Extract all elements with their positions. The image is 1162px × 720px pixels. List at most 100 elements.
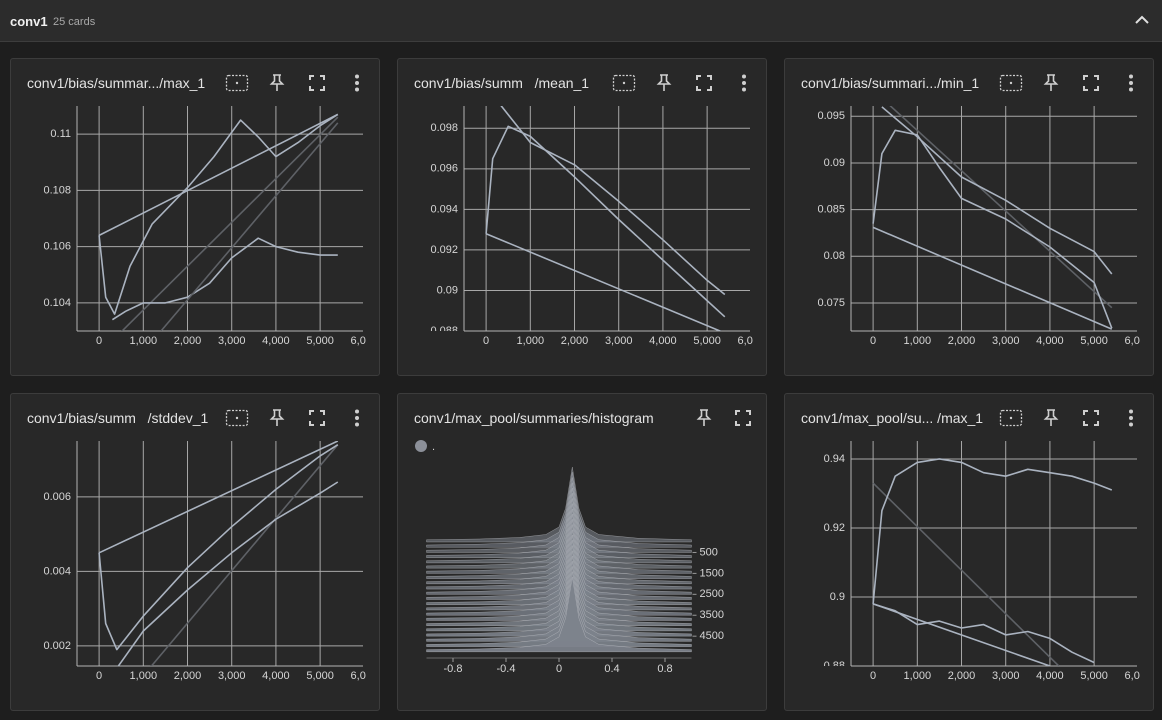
histogram-slice <box>426 550 692 626</box>
y-tick-label: 0.11 <box>50 128 71 140</box>
x-axis-labels: 0 1,000 2,000 3,000 4,000 5,000 6,000 <box>96 670 379 682</box>
x-tick-label: 0 <box>483 335 489 347</box>
more-button[interactable] <box>732 71 756 95</box>
histogram-slice <box>426 487 692 564</box>
x-tick-label: 0 <box>96 670 102 682</box>
chart: 0.104 0.106 0.108 0.11 0 1,000 2,000 3,000 4,000… <box>43 106 366 347</box>
y-tick-label: 0.098 <box>430 122 458 134</box>
y-tick-label: 0.002 <box>43 640 71 652</box>
group-header[interactable]: conv1 25 cards <box>0 0 1162 42</box>
x-tick-label: 6,000 <box>351 670 379 682</box>
chart: 0.075 0.08 0.085 0.09 0.095 0 1,000 2,000 3,000 4… <box>817 106 1140 347</box>
fit-domain-button[interactable] <box>999 406 1023 430</box>
fullscreen-button[interactable] <box>692 71 716 95</box>
card: conv1/bias/summari.../min_1 0.075 0.08 0.0… <box>784 58 1154 376</box>
legend-marker <box>415 440 427 452</box>
x-tick-label: 0.8 <box>657 663 672 675</box>
histogram-slice <box>426 576 692 653</box>
y-tick-label: 0.92 <box>824 522 845 534</box>
collapse-button[interactable] <box>1134 12 1150 28</box>
y-axis-labels: 0.088 0.09 0.092 0.094 0.096 0.098 <box>430 122 458 331</box>
fit-domain-button[interactable] <box>225 406 249 430</box>
series-line <box>98 444 339 651</box>
fullscreen-button[interactable] <box>731 406 755 430</box>
series <box>485 106 726 331</box>
card-title: conv1/bias/summari.../min_1 <box>801 75 980 91</box>
pin-button[interactable] <box>265 71 289 95</box>
series-line <box>872 482 1060 666</box>
pin-button[interactable] <box>265 406 289 430</box>
x-tick-label: 3,000 <box>218 670 246 682</box>
histogram-slice <box>426 540 692 616</box>
histogram-slice <box>426 503 692 579</box>
y-tick-label: 0.09 <box>824 157 845 169</box>
x-tick-label: 2,000 <box>948 670 976 682</box>
x-tick-label: 3,000 <box>605 335 633 347</box>
x-tick-label: 5,000 <box>1080 670 1108 682</box>
card-title: conv1/max_pool/su... /max_1 <box>801 410 984 426</box>
x-tick-label: 1,000 <box>130 335 158 347</box>
more-button[interactable] <box>345 71 369 95</box>
fullscreen-button[interactable] <box>1079 406 1103 430</box>
histogram-slice <box>426 519 692 595</box>
fullscreen-button[interactable] <box>305 71 329 95</box>
series-line <box>872 129 1113 329</box>
histogram-slice <box>426 534 692 611</box>
series-line <box>98 113 339 237</box>
fit-domain-button[interactable] <box>612 71 636 95</box>
x-tick-label: 4,000 <box>262 335 290 347</box>
x-axis-labels: 0 1,000 2,000 3,000 4,000 5,000 6,000 <box>483 335 753 347</box>
fullscreen-button[interactable] <box>1079 71 1103 95</box>
x-axis-labels: 0 1,000 2,000 3,000 4,000 5,000 6,000 <box>96 335 366 347</box>
pin-button[interactable] <box>1039 71 1063 95</box>
pin-button[interactable] <box>1039 406 1063 430</box>
y-tick-label: 0.08 <box>824 250 845 262</box>
x-tick-label: 1,000 <box>517 335 545 347</box>
series-line <box>485 232 723 331</box>
series-line <box>111 237 338 321</box>
x-tick-label: 0.4 <box>604 663 619 675</box>
series <box>872 106 1113 330</box>
fit-domain-button[interactable] <box>999 71 1023 95</box>
group-title: conv1 <box>10 14 48 29</box>
series-line <box>872 458 1113 604</box>
y-tick-label: 0.9 <box>830 591 845 603</box>
series-line <box>872 603 1095 664</box>
step-tick-label: 1500 <box>700 567 724 579</box>
card: conv1/max_pool/summaries/histogram . 500 1… <box>397 393 767 711</box>
x-tick-label: 3,000 <box>992 670 1020 682</box>
pin-button[interactable] <box>692 406 716 430</box>
series-line <box>98 441 339 554</box>
pin-button[interactable] <box>652 71 676 95</box>
histogram-slice <box>426 561 692 637</box>
histogram-slice <box>426 498 692 574</box>
histogram-slice <box>426 493 692 569</box>
chart: . 500 1500 2500 3500 4500 -0.8 -0.4 0 0.4 0.8 <box>415 440 724 675</box>
x-tick-label: 1,000 <box>904 335 932 347</box>
x-tick-label: 2,000 <box>174 335 202 347</box>
fit-domain-button[interactable] <box>225 71 249 95</box>
series <box>872 458 1113 666</box>
y-axis-labels: 0.88 0.9 0.92 0.94 <box>824 453 845 666</box>
x-tick-label: 3,000 <box>218 335 246 347</box>
y-tick-label: 0.108 <box>43 184 71 196</box>
histogram-slice <box>426 545 692 621</box>
histogram-slice <box>426 482 692 558</box>
y-tick-label: 0.006 <box>43 491 71 503</box>
grid <box>851 106 1137 331</box>
card: conv1/max_pool/su... /max_1 0.88 0.9 0.92 0… <box>784 393 1154 711</box>
histogram-slice <box>426 466 692 543</box>
y-tick-label: 0.075 <box>817 297 845 309</box>
histogram-slice <box>426 571 692 647</box>
x-axis-labels: 0 1,000 2,000 3,000 4,000 5,000 6,000 <box>870 670 1140 682</box>
more-button[interactable] <box>1119 406 1143 430</box>
series-line <box>150 444 339 666</box>
y-tick-label: 0.092 <box>430 244 458 256</box>
histogram-slice <box>426 524 692 600</box>
y-tick-label: 0.094 <box>430 203 458 215</box>
histogram-slice <box>426 529 692 606</box>
more-button[interactable] <box>345 406 369 430</box>
y-axis-labels: 0.002 0.004 0.006 <box>43 491 71 652</box>
fullscreen-button[interactable] <box>305 406 329 430</box>
more-button[interactable] <box>1119 71 1143 95</box>
